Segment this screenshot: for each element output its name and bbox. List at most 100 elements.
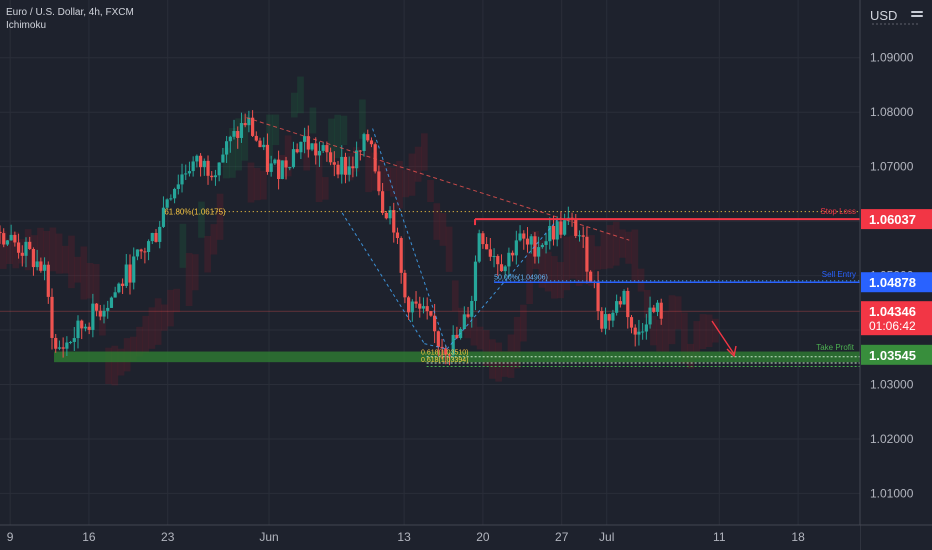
candle <box>94 303 99 311</box>
cloud-segment <box>0 231 7 269</box>
candle <box>236 131 240 138</box>
cloud-segment <box>309 107 317 134</box>
candle <box>425 306 429 312</box>
candle <box>291 149 296 168</box>
candle <box>507 252 511 267</box>
cloud-segment <box>711 318 719 343</box>
candle <box>585 236 589 272</box>
cloud-segment <box>445 226 453 272</box>
candle <box>340 156 344 175</box>
cloud-segment <box>6 238 13 265</box>
candle <box>109 297 114 308</box>
cloud-segment <box>433 203 441 240</box>
menu-icon[interactable] <box>911 11 923 21</box>
sell-entry-price-label: 1.04878 <box>869 275 916 290</box>
candle <box>306 136 310 150</box>
candle <box>447 354 452 356</box>
chart-header: Euro / U.S. Dollar, 4h, FXCM Ichimoku <box>6 6 134 32</box>
cloud-segment <box>86 262 94 299</box>
candle <box>217 162 221 176</box>
candle <box>325 145 329 153</box>
pattern-leg <box>372 128 448 350</box>
candle <box>355 150 359 169</box>
candle <box>247 117 251 126</box>
cloud-segment <box>235 118 242 171</box>
pattern-leg <box>341 212 425 344</box>
candle <box>369 140 374 145</box>
candle <box>0 232 2 234</box>
cloud-segment <box>365 142 372 193</box>
cloud-segment <box>272 114 280 146</box>
candle <box>537 247 541 257</box>
candle <box>83 326 88 329</box>
cloud-segment <box>260 170 267 200</box>
candle <box>299 141 303 153</box>
candle <box>280 160 284 179</box>
cloud-segment <box>476 326 484 350</box>
cloud-segment <box>575 239 583 286</box>
candle <box>629 317 634 328</box>
candle <box>485 244 489 250</box>
candle <box>24 241 28 256</box>
take-profit-price-label: 1.03545 <box>869 348 916 363</box>
cloud-segment <box>600 232 608 270</box>
candle <box>563 220 567 235</box>
cloud-segment <box>581 245 589 284</box>
candle <box>150 232 154 242</box>
candle <box>641 331 645 333</box>
cloud-segment <box>606 225 614 269</box>
cloud-segment <box>526 253 533 305</box>
candle <box>555 221 559 240</box>
take-profit-label: Take Profit <box>816 343 855 352</box>
candle <box>42 264 47 271</box>
candle <box>637 331 641 335</box>
candle <box>407 297 411 313</box>
time-axis-bg <box>0 525 860 550</box>
cloud-segment <box>458 307 465 333</box>
candle <box>659 302 663 319</box>
cloud-segment <box>482 330 490 367</box>
take-profit-zone <box>54 351 860 368</box>
candle <box>581 235 585 237</box>
candle <box>644 324 648 332</box>
candle <box>421 306 426 309</box>
y-tick-label: 1.09000 <box>870 51 914 65</box>
candles <box>0 110 663 366</box>
cloud-segment <box>439 212 447 246</box>
candle <box>551 225 556 240</box>
candle <box>633 327 637 335</box>
cloud-segment <box>668 295 676 345</box>
candle <box>611 312 615 321</box>
cloud-segment <box>148 307 156 349</box>
candle <box>258 140 262 148</box>
cloud-segment <box>594 246 602 270</box>
indicator-label[interactable]: Ichimoku <box>6 20 47 31</box>
candle <box>28 241 32 249</box>
candle <box>161 207 166 227</box>
candle <box>514 240 518 256</box>
stop-loss-price-label: 1.06037 <box>869 212 916 227</box>
candle <box>68 341 73 343</box>
cloud-segment <box>80 246 88 300</box>
symbol-title: Euro / U.S. Dollar, 4h, FXCM <box>6 7 134 18</box>
candle <box>362 134 366 152</box>
cloud-segment <box>551 256 558 299</box>
candle <box>210 175 214 178</box>
candle <box>172 188 177 199</box>
cloud-segment <box>179 223 187 268</box>
candle <box>57 347 62 349</box>
currency-label[interactable]: USD <box>870 8 898 23</box>
cloud-segment <box>705 314 713 348</box>
candle <box>347 166 351 175</box>
cloud-segment <box>43 230 51 270</box>
candle <box>228 136 232 142</box>
candle <box>648 307 652 325</box>
fib-50-label: 50.00%(1.04906) <box>494 275 548 282</box>
cloud-segment <box>544 251 552 292</box>
candle <box>265 144 270 172</box>
cloud-segment <box>619 229 626 258</box>
candle <box>213 175 218 178</box>
candle <box>317 150 322 156</box>
cloud-segment <box>383 167 391 191</box>
